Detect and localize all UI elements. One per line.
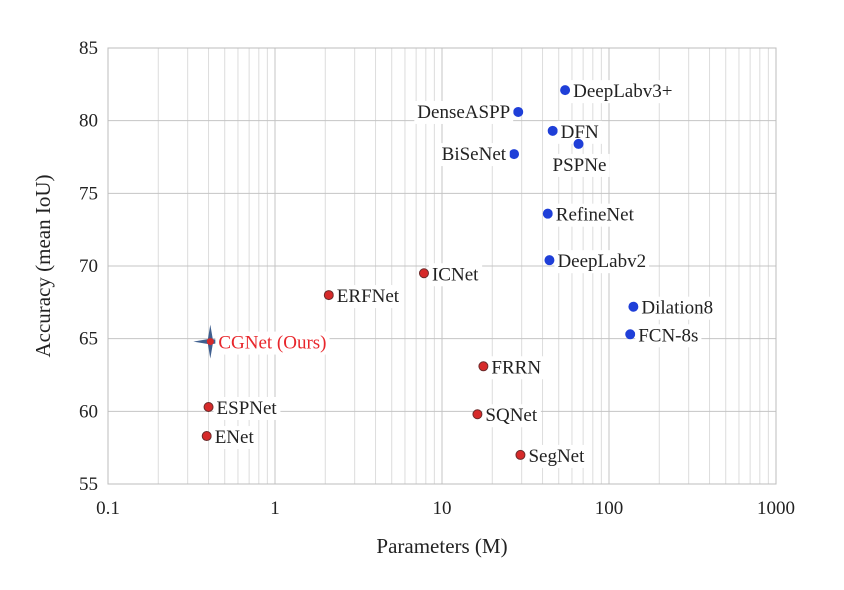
data-point xyxy=(478,361,489,372)
y-tick-label: 80 xyxy=(79,111,98,132)
data-point-group: DeepLabv2 xyxy=(544,250,650,274)
data-point xyxy=(628,301,639,312)
point-label-background xyxy=(557,120,602,144)
point-label-background xyxy=(488,356,545,380)
data-point xyxy=(560,85,571,96)
point-label: FRRN xyxy=(491,357,541,378)
x-axis-title: Parameters (M) xyxy=(376,534,507,558)
data-points: DeepLabv3+ DenseASPP DFN PSPNe BiSeNet Refine… xyxy=(193,80,717,468)
data-point-group: FRRN xyxy=(478,356,545,380)
point-label: RefineNet xyxy=(556,205,635,226)
data-point-group: FCN-8s xyxy=(625,324,702,348)
x-tick-label: 1 xyxy=(270,498,280,519)
data-point-group: ENet xyxy=(201,426,258,450)
point-label: ESPNet xyxy=(217,398,278,419)
data-point xyxy=(472,409,483,420)
point-label: DFN xyxy=(561,122,599,143)
x-tick-labels: 0.1 1 10 100 1000 xyxy=(96,498,795,519)
point-label-background xyxy=(333,285,403,309)
data-point-group: ERFNet xyxy=(323,285,403,309)
data-point xyxy=(515,449,526,460)
point-label-background xyxy=(549,153,610,177)
point-label: CGNet (Ours) xyxy=(218,333,326,354)
point-label-background xyxy=(552,203,638,227)
point-label: SQNet xyxy=(485,405,537,426)
data-point xyxy=(203,401,214,412)
point-label-background xyxy=(482,404,541,428)
point-label-background xyxy=(525,444,589,468)
point-label-background xyxy=(438,143,510,167)
y-tick-label: 65 xyxy=(79,329,98,350)
y-tick-label: 75 xyxy=(79,183,98,204)
data-point-group: SegNet xyxy=(515,444,589,468)
data-point xyxy=(542,208,553,219)
data-point-group: DFN xyxy=(547,120,602,144)
point-label: DeepLabv3+ xyxy=(573,81,672,102)
data-point xyxy=(544,255,555,266)
data-point xyxy=(323,290,334,301)
data-point xyxy=(573,138,584,149)
x-tick-label: 1000 xyxy=(757,498,795,519)
point-label-background xyxy=(211,426,258,450)
y-tick-label: 60 xyxy=(79,401,98,422)
data-point-group: Dilation8 xyxy=(628,296,717,320)
data-point xyxy=(201,431,212,442)
data-point-group: ICNet xyxy=(418,263,483,287)
data-point-group: BiSeNet xyxy=(438,143,520,167)
y-tick-labels: 55 60 65 70 75 80 85 xyxy=(79,38,98,495)
star-center xyxy=(206,338,214,346)
point-label: ERFNet xyxy=(337,286,400,307)
point-label-background xyxy=(414,100,514,124)
point-label-background xyxy=(554,250,650,274)
plot-frame xyxy=(107,47,777,485)
point-label-background xyxy=(638,296,717,320)
data-point-group: PSPNe xyxy=(549,138,610,177)
data-point-group: DeepLabv3+ xyxy=(560,80,676,104)
point-label: ENet xyxy=(215,427,255,448)
x-tick-label: 10 xyxy=(433,498,452,519)
point-label: DenseASPP xyxy=(417,102,510,123)
data-point-group: ESPNet xyxy=(203,396,281,420)
x-tick-label: 0.1 xyxy=(96,498,120,519)
data-point xyxy=(509,149,520,160)
data-point-group: DenseASPP xyxy=(414,100,524,124)
point-label: SegNet xyxy=(528,446,585,467)
point-label: PSPNe xyxy=(553,155,607,176)
y-tick-label: 70 xyxy=(79,256,98,277)
point-label: Dilation8 xyxy=(641,298,713,319)
data-point-group: CGNet (Ours) xyxy=(193,324,330,359)
point-label: BiSeNet xyxy=(442,144,507,165)
point-label-background xyxy=(635,324,702,348)
data-point xyxy=(418,268,429,279)
data-point xyxy=(547,125,558,136)
data-point-group: RefineNet xyxy=(542,203,638,227)
y-tick-label: 85 xyxy=(79,38,98,59)
data-point-group: SQNet xyxy=(472,404,541,428)
point-label-background xyxy=(215,331,330,355)
y-axis-title: Accuracy (mean IoU) xyxy=(31,174,55,357)
point-label: DeepLabv2 xyxy=(557,251,646,272)
data-point xyxy=(513,106,524,117)
point-label: ICNet xyxy=(432,264,479,285)
data-point xyxy=(625,329,636,340)
point-label: FCN-8s xyxy=(638,325,698,346)
x-tick-label: 100 xyxy=(595,498,624,519)
point-label-background xyxy=(428,263,483,287)
point-label-background xyxy=(570,80,676,104)
y-tick-label: 55 xyxy=(79,474,98,495)
point-label-background xyxy=(213,396,281,420)
